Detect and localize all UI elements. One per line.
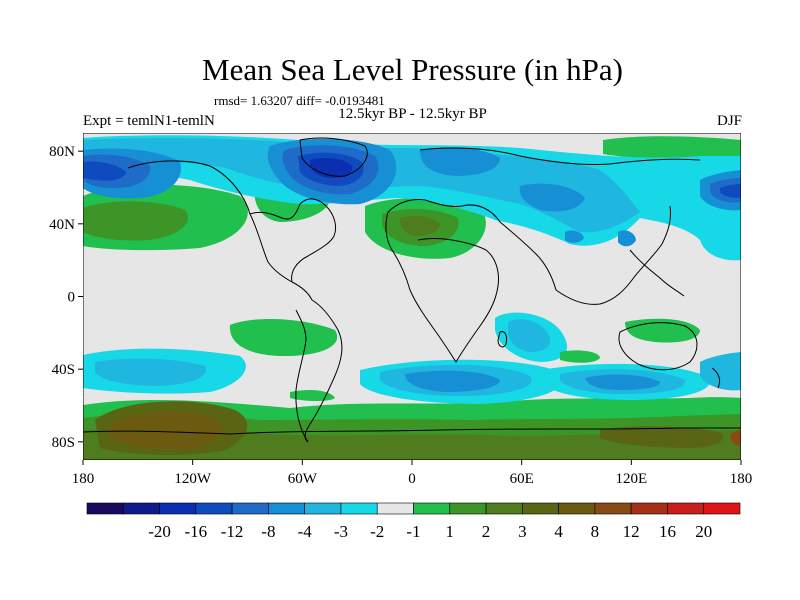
colorbar-label: -4: [298, 522, 313, 541]
x-tick-label: 60W: [288, 471, 318, 487]
maritime-continent: [629, 249, 685, 297]
colorbar-label: 3: [518, 522, 527, 541]
colorbar-label: 2: [482, 522, 491, 541]
x-tick-label: 180: [72, 471, 95, 487]
asia-east-coast: [555, 205, 671, 305]
arctic-coast: [419, 147, 701, 166]
colorbar-label: 8: [591, 522, 600, 541]
south-america-coast: [304, 299, 343, 443]
new-zealand-coast: [711, 367, 721, 389]
coastlines: [83, 137, 741, 443]
colorbar-swatch: [485, 502, 523, 515]
x-tick-label: 180: [730, 471, 753, 487]
y-tick-label: 80S: [52, 435, 75, 451]
south-america-west-coast: [295, 309, 309, 443]
y-tick-label: 40N: [49, 217, 75, 233]
colorbar-label: -12: [221, 522, 244, 541]
x-tick-label: 120E: [615, 471, 647, 487]
colorbar-swatch: [594, 502, 632, 515]
eurasia-south-coast: [387, 199, 557, 291]
northern-low-anomaly: [83, 135, 741, 261]
map-plot: [83, 133, 741, 460]
colorbar-swatch: [86, 502, 124, 515]
colorbar-swatch: [703, 502, 741, 515]
colorbar-swatch: [122, 502, 160, 515]
antarctica-coast: [83, 427, 741, 435]
season-label: DJF: [716, 113, 742, 129]
colorbar-label: -1: [406, 522, 420, 541]
y-tick-label: 40S: [52, 362, 75, 378]
colorbar-swatch: [340, 502, 378, 515]
colorbar-label: -2: [370, 522, 384, 541]
experiment-label: Expt = temlN1-temlN: [83, 113, 215, 129]
greenland-coast: [299, 137, 368, 177]
x-axis: 180 120W 60W 0 60E 120E 180: [72, 460, 753, 487]
colorbar-label: 1: [446, 522, 455, 541]
stats-label: rmsd= 1.63207 diff= -0.0193481: [214, 93, 385, 108]
southern-ocean-low-anomaly: [83, 312, 741, 404]
colorbar-swatch: [449, 502, 487, 515]
africa-coast: [385, 211, 499, 363]
colorbar-swatch: [630, 502, 668, 515]
y-tick-label: 80N: [49, 144, 75, 160]
colorbar-swatch: [231, 502, 269, 515]
colorbar-label: 4: [554, 522, 563, 541]
colorbar-swatch: [268, 502, 305, 515]
chart-subtitle: 12.5kyr BP - 12.5kyr BP: [338, 106, 487, 122]
colorbar-label: -3: [334, 522, 348, 541]
y-axis: 80N 40N 0 40S 80S: [49, 144, 83, 451]
x-tick-label: 60E: [510, 471, 534, 487]
x-tick-label: 120W: [174, 471, 212, 487]
north-america-west-coast: [127, 160, 313, 301]
colorbar-label: -8: [261, 522, 275, 541]
colorbar-swatch: [413, 502, 451, 515]
colorbar-swatch: [376, 502, 414, 515]
colorbar-swatch: [522, 502, 559, 515]
colorbar-label: -20: [148, 522, 171, 541]
colorbar-label: 16: [659, 522, 676, 541]
colorbar-swatch: [159, 502, 197, 515]
northern-high-anomaly: [83, 136, 741, 259]
madagascar-coast: [497, 331, 508, 348]
colorbar-swatch: [667, 502, 705, 515]
colorbar-label: 20: [695, 522, 712, 541]
antarctic-high-anomaly: [83, 397, 741, 460]
colorbar-label: 12: [623, 522, 640, 541]
chart-title: Mean Sea Level Pressure (in hPa): [202, 52, 623, 87]
north-america-east-coast: [249, 198, 337, 283]
colorbar-swatch: [195, 502, 233, 515]
colorbar-swatch: [304, 502, 342, 515]
australia-coast: [618, 322, 698, 371]
y-tick-label: 0: [68, 290, 76, 306]
colorbar-swatch: [558, 502, 596, 515]
colorbar-label: -16: [184, 522, 207, 541]
x-tick-label: 0: [408, 471, 416, 487]
colorbar: -20 -16 -12 -8 -4 -3 -2 -1 1 2 3 4 8 12 16 20: [86, 502, 741, 541]
